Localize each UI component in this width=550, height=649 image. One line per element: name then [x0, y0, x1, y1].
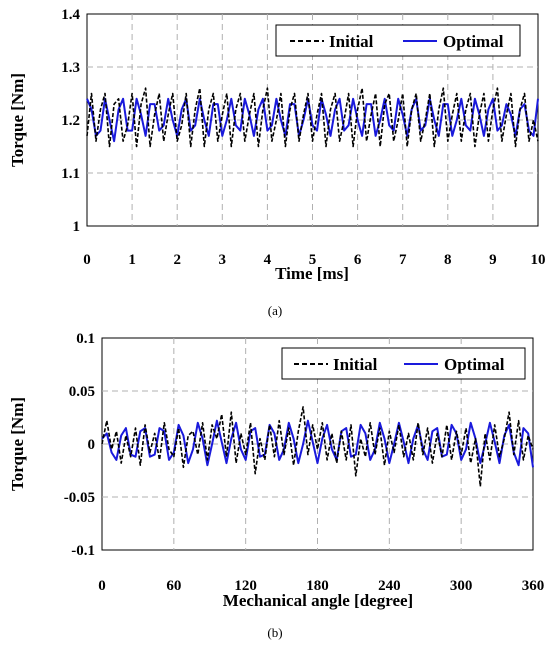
series-line-initial — [101, 406, 534, 488]
y-tick-label: -0.1 — [71, 543, 95, 559]
x-tick-label: 2 — [173, 252, 181, 268]
y-tick-label: 1.1 — [61, 166, 80, 182]
x-tick-label: 120 — [234, 578, 257, 594]
legend-label-optimal-b: Optimal — [444, 355, 505, 374]
x-axis-label-b: Mechanical angle [degree] — [223, 591, 413, 610]
x-tick-label: 9 — [489, 252, 497, 268]
x-tick-labels-a: 0 1 2 3 4 5 6 7 8 9 10 — [83, 252, 545, 268]
caption-a: (a) — [268, 303, 282, 318]
legend-label-initial-b: Initial — [333, 355, 378, 374]
series-lines-b — [101, 406, 534, 488]
y-tick-labels-b: -0.1 -0.05 0 0.05 0.1 — [64, 331, 95, 559]
y-tick-label: 1 — [73, 219, 81, 235]
y-tick-label: 1.3 — [61, 60, 80, 76]
x-tick-label: 3 — [219, 252, 227, 268]
y-axis-label-b: Torque [Nm] — [8, 397, 27, 491]
series-lines-a — [86, 87, 539, 148]
legend-a: Initial Optimal — [275, 24, 521, 57]
x-tick-label: 10 — [531, 252, 546, 268]
x-tick-label: 7 — [399, 252, 407, 268]
y-tick-label: -0.05 — [64, 490, 95, 506]
y-tick-labels-a: 1 1.1 1.2 1.3 1.4 — [61, 7, 80, 235]
series-line-optimal — [101, 419, 534, 468]
x-tick-label: 0 — [98, 578, 106, 594]
series-line-initial — [86, 87, 539, 148]
x-tick-label: 5 — [309, 252, 317, 268]
y-tick-label: 0.05 — [69, 384, 95, 400]
y-tick-label: 0.1 — [76, 331, 95, 347]
chart-a: 1 1.1 1.2 1.3 1.4 0 1 2 3 4 5 6 7 8 9 10 Torque [Nm] T… — [8, 7, 546, 318]
legend-label-initial-a: Initial — [329, 32, 374, 51]
x-tick-labels-b: 0 60 120 180 240 300 360 — [98, 578, 544, 594]
x-tick-label: 0 — [83, 252, 91, 268]
x-tick-label: 180 — [306, 578, 329, 594]
x-tick-label: 4 — [264, 252, 272, 268]
y-tick-label: 1.4 — [61, 7, 80, 23]
x-tick-label: 8 — [444, 252, 452, 268]
y-tick-label: 1.2 — [61, 113, 80, 129]
legend-label-optimal-a: Optimal — [443, 32, 504, 51]
x-tick-label: 240 — [378, 578, 401, 594]
caption-b: (b) — [267, 625, 282, 640]
legend-b: Initial Optimal — [281, 347, 526, 380]
x-tick-label: 6 — [354, 252, 362, 268]
x-tick-label: 60 — [166, 578, 181, 594]
y-tick-label: 0 — [88, 437, 96, 453]
x-tick-label: 360 — [522, 578, 545, 594]
y-axis-label-a: Torque [Nm] — [8, 73, 27, 167]
x-tick-label: 1 — [128, 252, 136, 268]
x-axis-label-a: Time [ms] — [275, 264, 349, 283]
chart-b: -0.1 -0.05 0 0.05 0.1 0 60 120 180 240 300 360 Tor… — [8, 331, 544, 640]
x-tick-label: 300 — [450, 578, 473, 594]
